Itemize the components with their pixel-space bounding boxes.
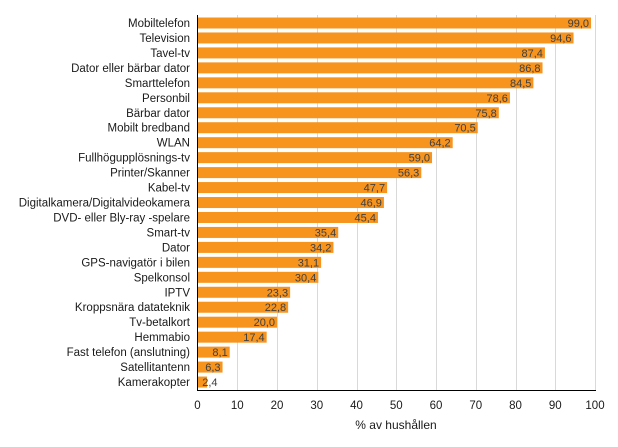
bar xyxy=(197,107,499,119)
value-label: 35,4 xyxy=(315,227,336,239)
value-label: 20,0 xyxy=(254,317,275,329)
x-tick-label: 30 xyxy=(310,400,323,412)
value-label: 23,3 xyxy=(267,287,288,299)
x-tick-label: 90 xyxy=(549,400,562,412)
bar xyxy=(197,286,291,298)
value-label: 31,1 xyxy=(298,257,319,269)
value-label: 22,8 xyxy=(265,302,286,314)
x-tick-label: 10 xyxy=(231,400,244,412)
bar xyxy=(197,47,545,59)
x-tick-label: 70 xyxy=(469,400,482,412)
category-label: Dator eller bärbar dator xyxy=(71,63,190,75)
bar xyxy=(197,331,267,343)
bar xyxy=(197,152,433,164)
x-tick-label: 0 xyxy=(194,400,200,412)
bar xyxy=(197,197,384,209)
bar xyxy=(197,226,339,238)
x-tick-label: 20 xyxy=(271,400,284,412)
bar xyxy=(197,62,543,74)
value-label: 75,8 xyxy=(475,108,496,120)
category-label: Mobilt bredband xyxy=(108,123,190,135)
value-label: 6,3 xyxy=(205,362,220,374)
category-label: Personbil xyxy=(142,93,190,105)
category-label: Printer/Skanner xyxy=(110,168,190,180)
x-axis-title: % av hushållen xyxy=(355,418,436,432)
value-label: 2,4 xyxy=(202,377,217,389)
value-label: 86,8 xyxy=(519,63,540,75)
category-label: Bärbar dator xyxy=(126,108,190,120)
category-label: WLAN xyxy=(157,138,190,150)
category-label: Digitalkamera/Digitalvideokamera xyxy=(19,198,191,210)
category-label: Kabel-tv xyxy=(148,183,190,195)
value-label: 59,0 xyxy=(409,153,430,165)
x-tick-label: 100 xyxy=(585,400,604,412)
bar xyxy=(197,211,378,223)
bar xyxy=(197,92,510,104)
value-label: 34,2 xyxy=(310,242,331,254)
bar xyxy=(197,17,592,29)
value-label: 84,5 xyxy=(510,78,531,90)
value-label: 47,7 xyxy=(364,183,385,195)
value-label: 8,1 xyxy=(212,347,227,359)
category-label: Fast telefon (anslutning) xyxy=(67,347,191,359)
bar xyxy=(197,256,322,268)
bar xyxy=(197,182,388,194)
x-tick-label: 40 xyxy=(350,400,363,412)
category-label: IPTV xyxy=(164,287,190,299)
x-tick-label: 80 xyxy=(509,400,522,412)
value-label: 45,4 xyxy=(355,212,376,224)
x-tick-label: 50 xyxy=(390,400,403,412)
value-label: 87,4 xyxy=(521,48,542,60)
bar xyxy=(197,361,223,373)
category-label: Kamerakopter xyxy=(118,377,190,389)
value-label: 78,6 xyxy=(487,93,508,105)
bar xyxy=(197,301,289,313)
category-labels: Mobiltelefon Television Tavel-tv Dator elle… xyxy=(19,18,191,389)
category-label: Tavel-tv xyxy=(150,48,190,60)
bar xyxy=(197,167,422,179)
bar xyxy=(197,376,208,388)
category-label: Smart-tv xyxy=(147,227,191,239)
value-label: 70,5 xyxy=(454,123,475,135)
category-label: Hemmabio xyxy=(134,332,190,344)
category-label: Spelkonsol xyxy=(134,272,190,284)
bar xyxy=(197,241,334,253)
category-label: Kroppsnära datateknik xyxy=(75,302,190,314)
x-tick-label: 60 xyxy=(430,400,443,412)
bar xyxy=(197,346,230,358)
category-label: Dator xyxy=(162,242,190,254)
value-label: 99,0 xyxy=(568,18,589,30)
value-label: 64,2 xyxy=(429,138,450,150)
value-label: 56,3 xyxy=(398,168,419,180)
category-label: Tv-betalkort xyxy=(129,317,191,329)
value-label: 17,4 xyxy=(243,332,264,344)
category-label: GPS-navigatör i bilen xyxy=(81,257,190,269)
category-label: Satellitantenn xyxy=(120,362,190,374)
bar xyxy=(197,32,574,44)
category-label: Fullhögupplösnings-tv xyxy=(78,153,190,165)
value-label: 46,9 xyxy=(361,198,382,210)
bar xyxy=(197,271,319,283)
value-label: 30,4 xyxy=(295,272,316,284)
bars xyxy=(197,17,592,388)
bar xyxy=(197,122,478,134)
x-tick-labels: 0 10 20 30 40 50 60 70 80 90 100 xyxy=(194,400,604,412)
category-label: Television xyxy=(140,33,191,45)
value-labels: 99,0 94,6 87,4 86,8 84,578,6 75,870,5 64,2 59,0… xyxy=(202,18,589,389)
category-label: Mobiltelefon xyxy=(128,18,190,30)
category-label: DVD- eller Bly-ray -spelare xyxy=(53,212,190,224)
bar xyxy=(197,137,453,149)
value-label: 94,6 xyxy=(550,33,571,45)
bar xyxy=(197,316,277,328)
bar xyxy=(197,77,534,89)
category-label: Smarttelefon xyxy=(125,78,190,90)
